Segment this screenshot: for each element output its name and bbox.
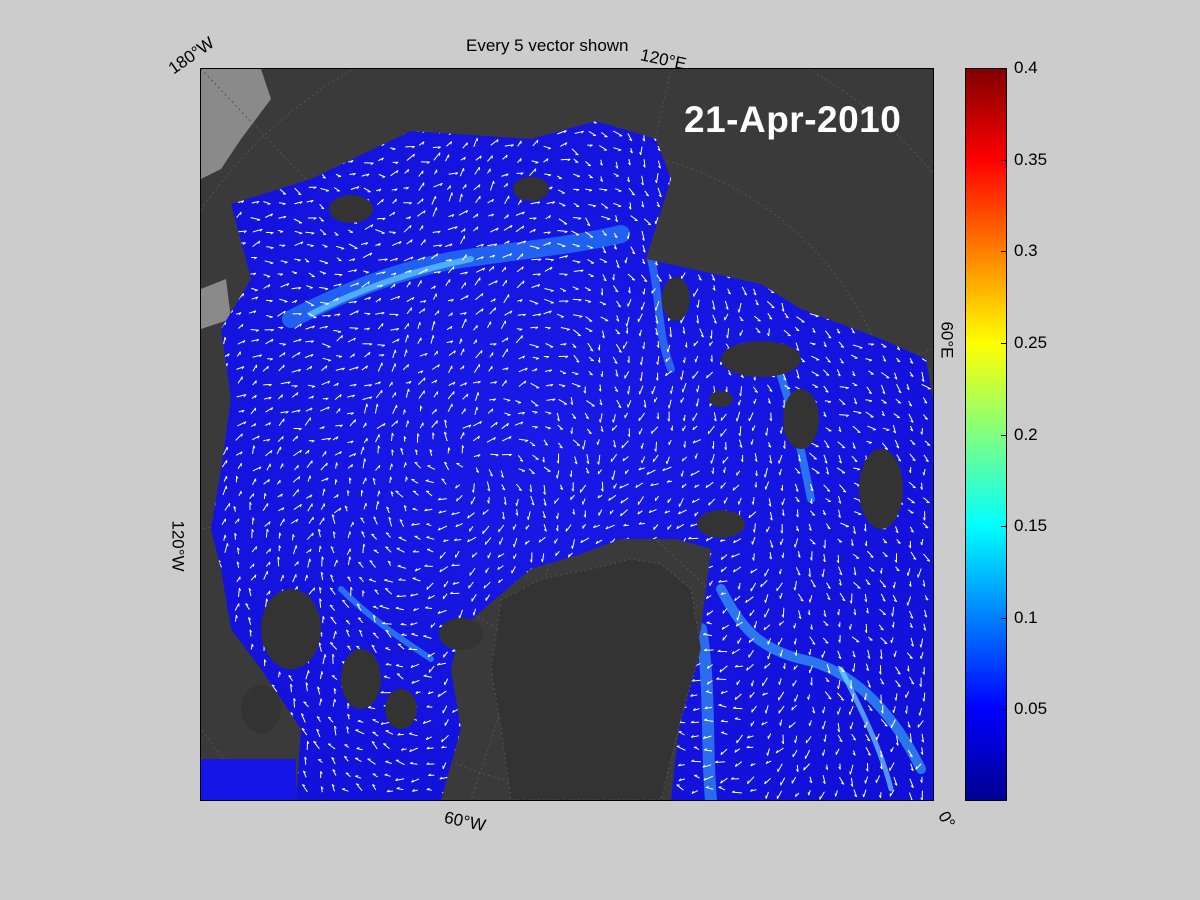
colorbar-tick-label: 0.3 [1014,241,1038,260]
colorbar-tick-label: 0.15 [1014,516,1048,535]
islands [241,177,903,733]
greenland-landmass-top [491,559,701,800]
map-canvas [201,69,933,800]
colorbar-tick-label: 0.1 [1014,608,1038,627]
colorbar-tick [1001,618,1007,619]
date-label: 21-Apr-2010 [684,99,902,140]
speed-streaks [282,225,926,800]
plot-title: Every 5 vector shown [466,36,629,55]
colorbar-tick [1001,526,1007,527]
colorbar-tick [1001,160,1007,161]
colorbar-tick-label: 0.2 [1014,425,1038,444]
colorbar-tick [1001,709,1007,710]
colorbar-tick-label: 0.35 [1014,150,1048,169]
colorbar-tick [1001,343,1007,344]
ice-drift-map[interactable]: 21-Apr-2010 [200,68,934,801]
lon-label-60e: 60°E [937,321,957,359]
ice-shelf-patch [201,279,231,329]
colorbar-tick-label: 0.25 [1014,333,1048,352]
colorbar-tick-label: 0.4 [1014,58,1038,77]
greenland-outline [490,558,702,800]
colorbar-tick [1001,68,1007,69]
lon-label-120w: 120°W [168,520,188,572]
colorbar-tick [1001,435,1007,436]
lon-label-60w: 60°W [442,807,488,836]
ice-shelf-patch [201,69,271,179]
ocean-region-sw [201,759,296,800]
lon-label-0: 0° [934,807,959,832]
colorbar-tick-label: 0.05 [1014,699,1048,718]
colorbar-tick [1001,251,1007,252]
colorbar [965,68,1007,801]
